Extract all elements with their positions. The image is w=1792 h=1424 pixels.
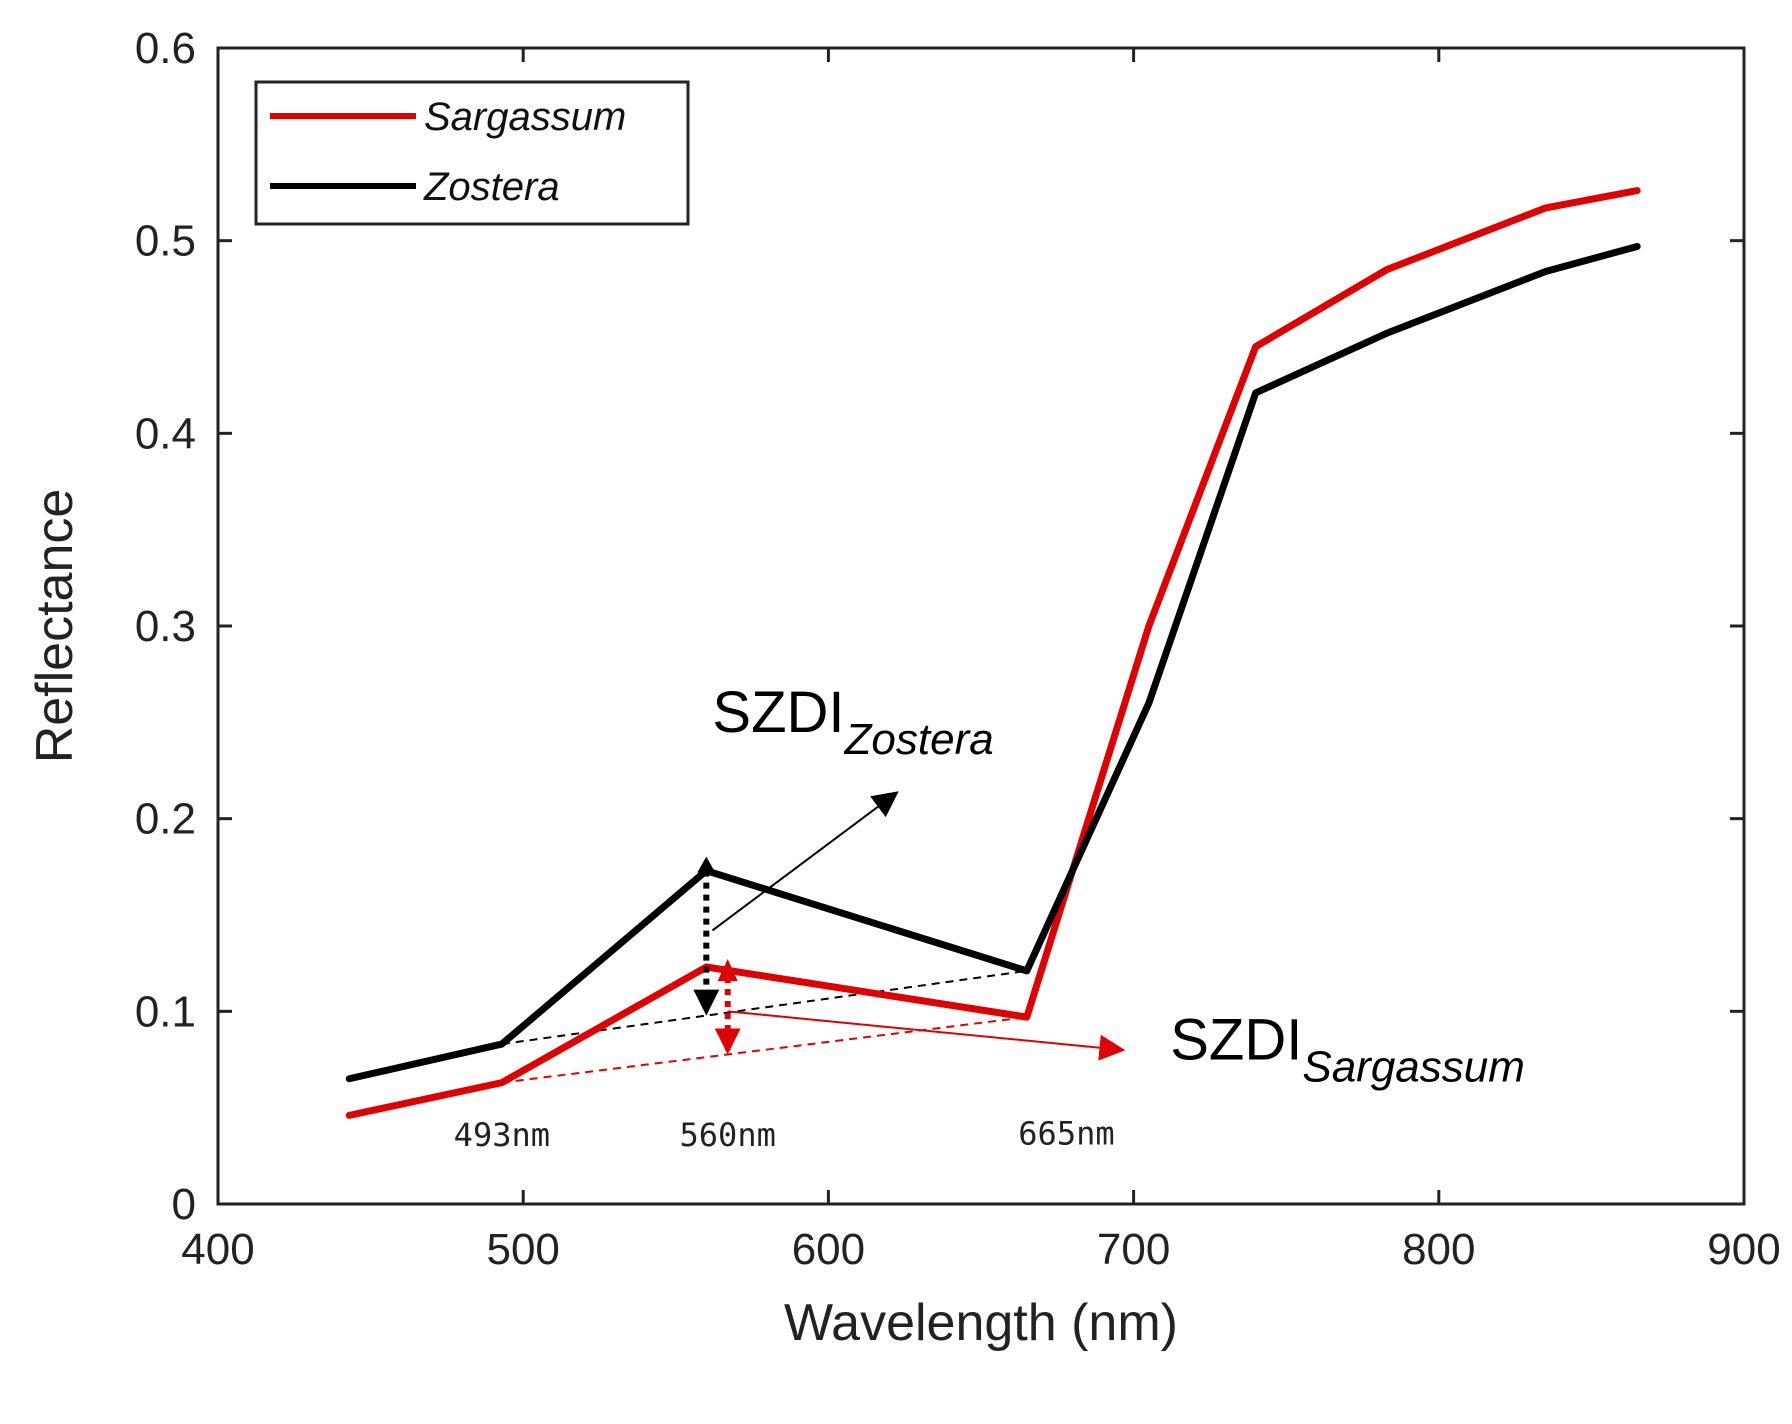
x-tick-label: 400 — [181, 1225, 254, 1274]
x-tick-label: 600 — [792, 1225, 865, 1274]
szdi-sargassum-label: SZDISargassum — [1170, 1008, 1525, 1092]
x-tick-label: 800 — [1402, 1225, 1475, 1274]
x-tick-label: 500 — [486, 1225, 559, 1274]
sargassum-difference-arrowhead-top — [717, 959, 738, 982]
x-tick-label: 700 — [1097, 1225, 1170, 1274]
annotation-arrows — [693, 791, 1126, 1061]
series-line-zostera — [345, 242, 1641, 1083]
legend-label-zostera: Zostera — [423, 165, 560, 209]
y-axis-title: Reflectance — [26, 489, 84, 764]
band-labels: 493nm 560nm 665nm — [454, 1114, 1115, 1154]
zostera-pointer-arrow — [711, 791, 899, 932]
y-tick-label: 0.5 — [135, 217, 196, 266]
legend-box — [254, 80, 690, 226]
x-axis: 400 500 600 700 800 900 — [181, 48, 1781, 1274]
szdi-zostera-label: SZDIZostera — [712, 680, 993, 764]
y-tick-label: 0.4 — [135, 409, 196, 458]
x-tick-label: 900 — [1707, 1225, 1780, 1274]
y-tick-label: 0.6 — [135, 24, 196, 73]
sargassum-pointer-arrow — [727, 1010, 1126, 1061]
x-axis-title: Wavelength (nm) — [784, 1294, 1178, 1352]
y-axis: 0 0.1 0.2 0.3 0.4 0.5 0.6 — [135, 24, 1744, 1229]
zostera-difference-arrowhead-top — [697, 856, 716, 873]
band-label-665nm: 665nm — [1018, 1114, 1114, 1152]
band-label-493nm: 493nm — [454, 1116, 550, 1154]
series-lines — [345, 187, 1641, 1119]
y-tick-label: 0.1 — [135, 987, 196, 1036]
baseline-sargassum — [501, 1016, 1027, 1084]
baseline-lines — [501, 969, 1027, 1084]
series-line-sargassum — [345, 187, 1641, 1119]
y-tick-label: 0.3 — [135, 602, 196, 651]
band-label-560nm: 560nm — [680, 1116, 776, 1154]
legend-label-sargassum: Sargassum — [424, 95, 626, 139]
legend: Sargassum Zostera — [254, 80, 690, 226]
y-tick-label: 0 — [172, 1180, 196, 1229]
y-tick-label: 0.2 — [135, 795, 196, 844]
